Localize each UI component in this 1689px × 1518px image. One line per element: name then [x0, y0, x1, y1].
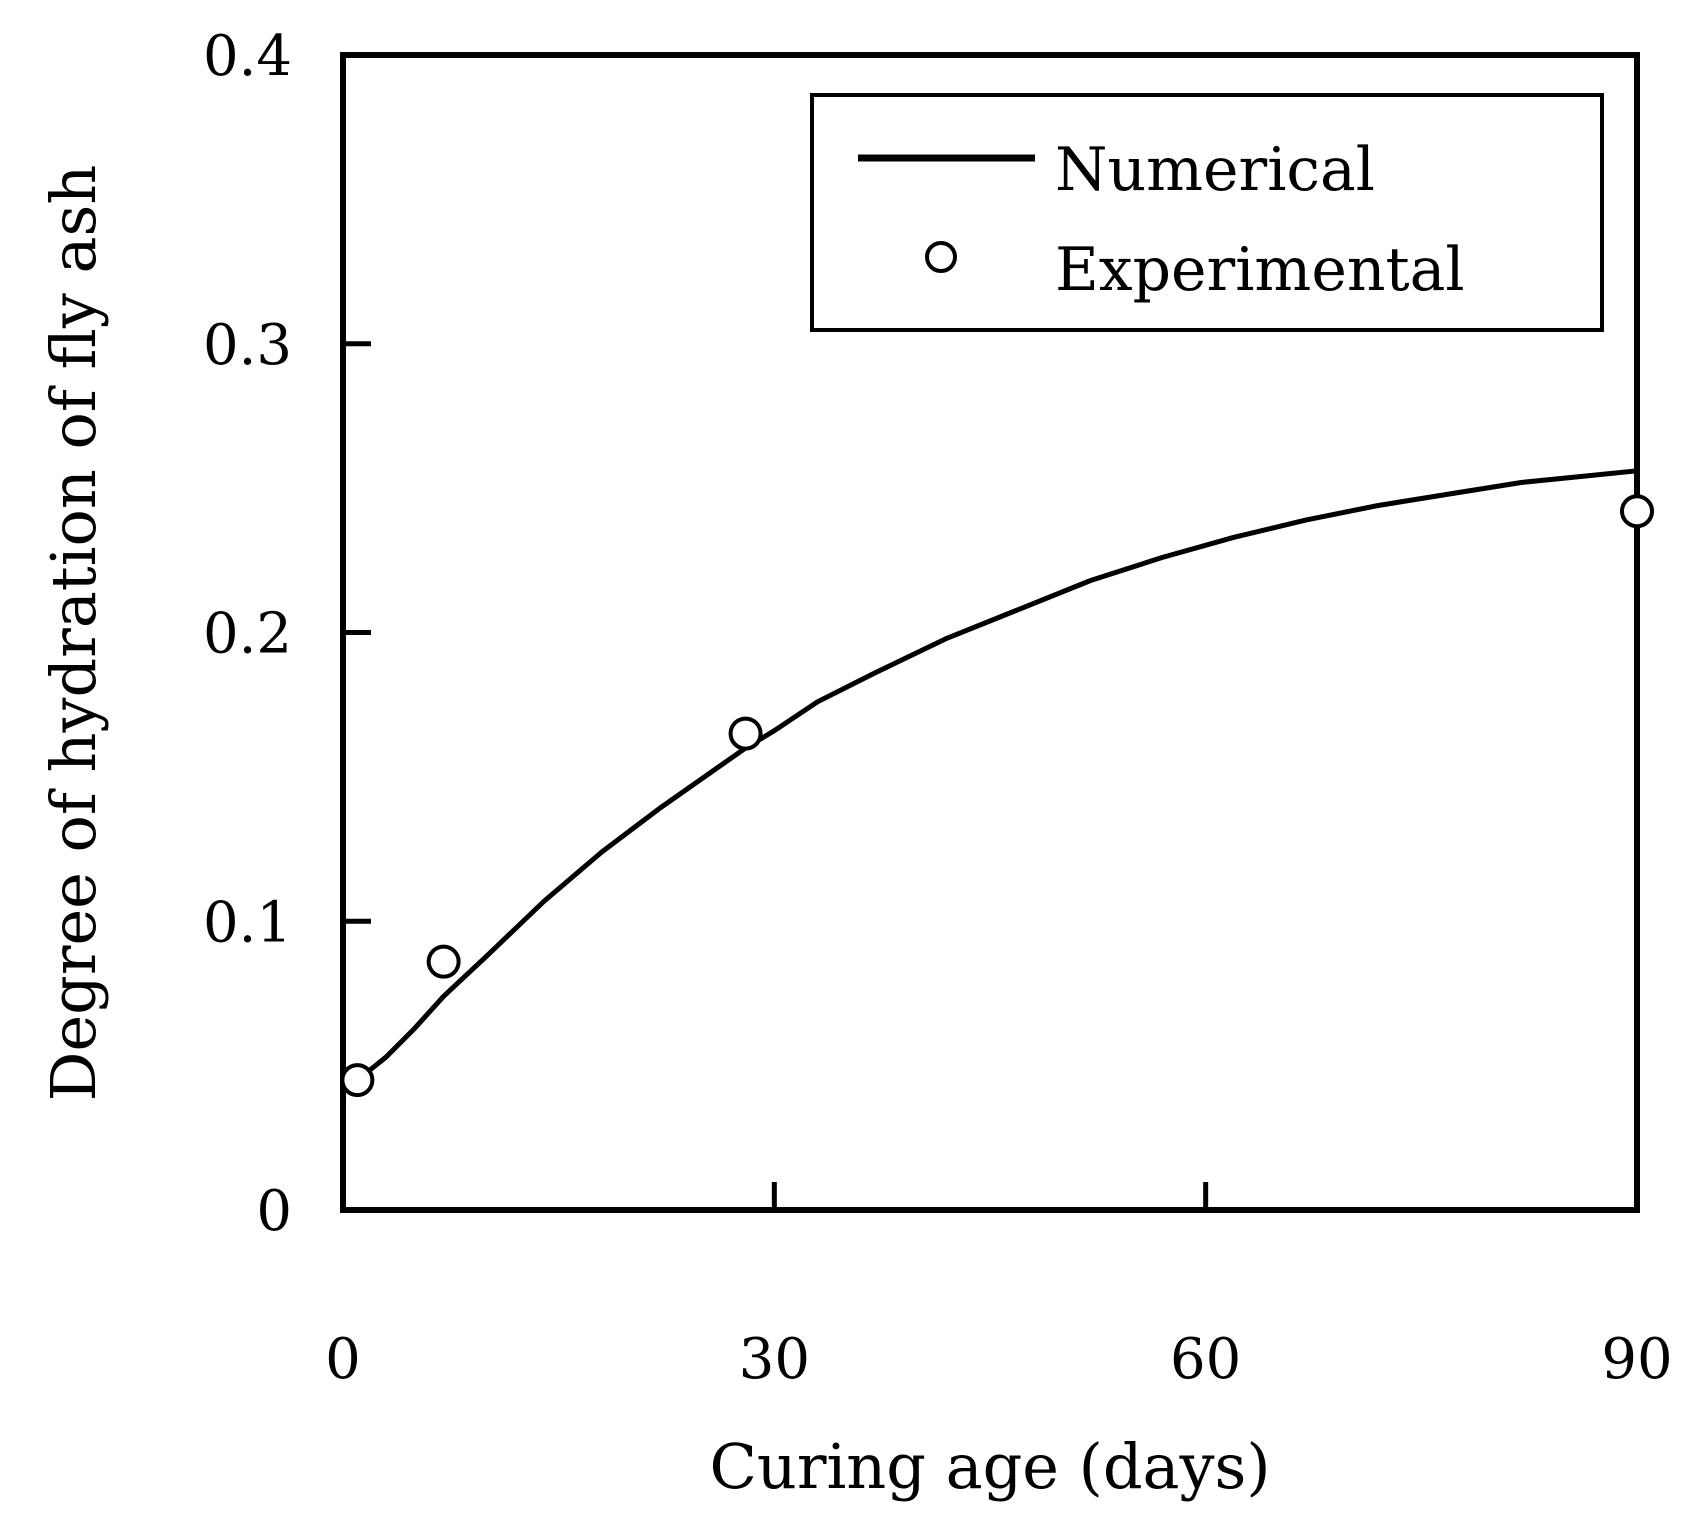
series-numerical-line — [354, 468, 1640, 1083]
experimental-point — [340, 1063, 375, 1098]
legend-experimental-label: Experimental — [1055, 235, 1465, 305]
y-tick-label: 0.4 — [203, 24, 292, 89]
x-tick-label: 60 — [1170, 1327, 1241, 1392]
legend-experimental-marker — [925, 241, 957, 273]
y-tick-label: 0.2 — [203, 602, 292, 667]
experimental-point — [728, 716, 763, 751]
x-axis-ticks: 0 30 60 90 — [325, 1182, 1673, 1392]
experimental-point — [1620, 494, 1654, 529]
x-axis-title: Curing age (days) — [709, 1430, 1270, 1503]
y-tick-label: 0.3 — [203, 313, 292, 378]
x-tick-label: 90 — [1601, 1327, 1672, 1392]
legend-numerical-label: Numerical — [1055, 135, 1375, 205]
y-axis-ticks: 0 0.1 0.2 0.3 0.4 — [203, 24, 371, 1244]
series-layer — [340, 468, 1654, 1098]
y-axis-title: Degree of hydration of fly ash — [37, 165, 110, 1102]
legend-box — [810, 93, 1604, 332]
legend: Numerical Experimental — [810, 93, 1604, 332]
y-tick-label: 0 — [256, 1179, 292, 1244]
x-tick-label: 0 — [325, 1327, 361, 1392]
x-tick-label: 30 — [739, 1327, 810, 1392]
experimental-point — [426, 944, 461, 979]
y-tick-label: 0.1 — [203, 890, 292, 955]
